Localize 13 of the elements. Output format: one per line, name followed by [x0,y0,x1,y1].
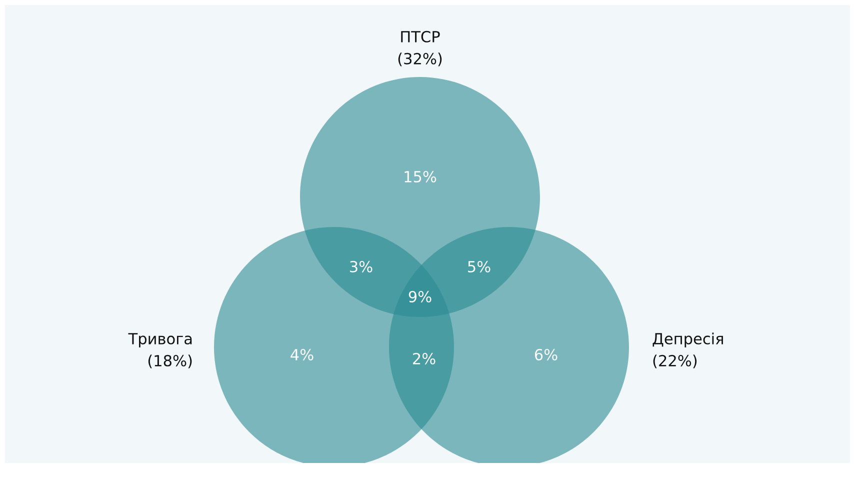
data-label: (32%) [398,52,442,66]
text: 3% [350,260,372,272]
data-label: (18%) [148,354,192,368]
category-label: ПТСР [401,30,440,42]
category-label: Депресія [652,332,723,348]
data-label: (22%) [653,354,697,368]
text: 2% [413,352,436,364]
text: 9% [408,290,432,302]
category-label: Тривога [128,333,192,348]
text: 4% [290,348,314,360]
text: 6% [534,348,558,360]
text: 15% [404,170,436,182]
text: 5% [468,260,490,272]
